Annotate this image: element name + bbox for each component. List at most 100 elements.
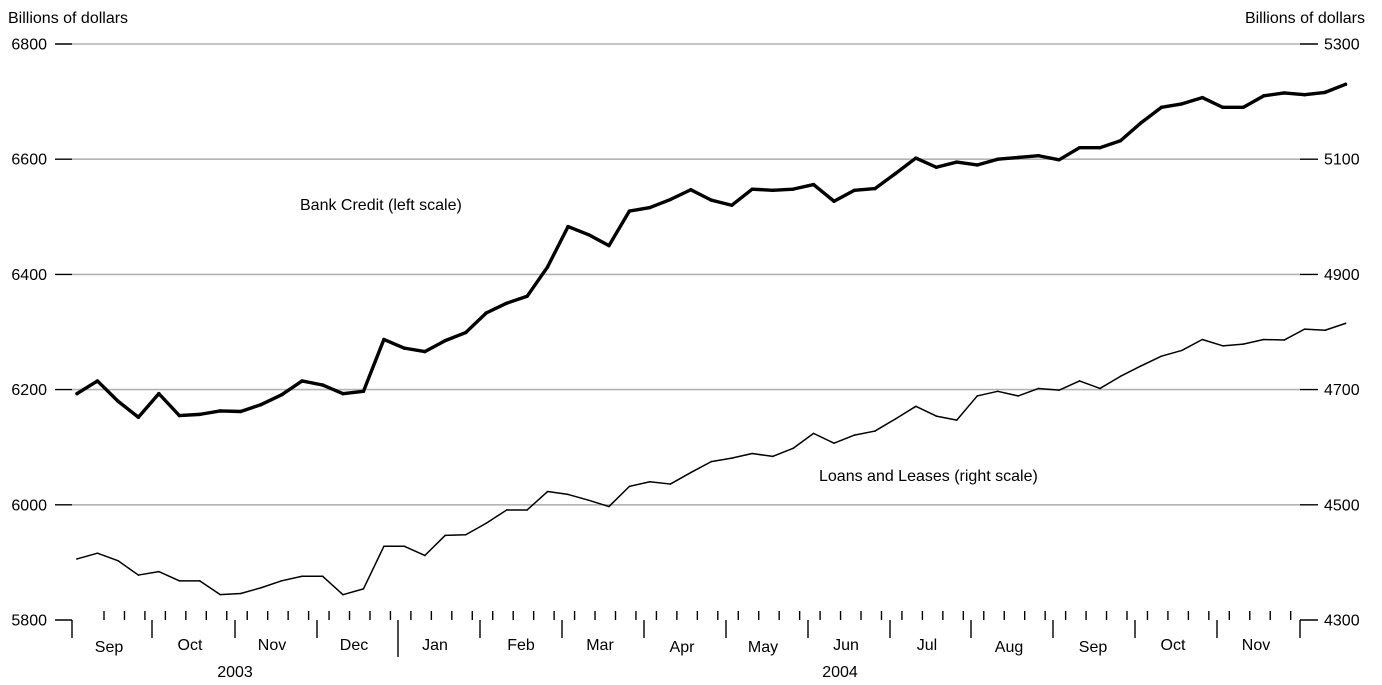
loans-leases-point [996, 390, 999, 393]
loans-leases-point [1201, 338, 1204, 341]
bank-credit-point [627, 209, 632, 213]
loans-leases-point [178, 580, 181, 582]
bank-credit-point [423, 349, 427, 354]
left-axis: 5800 6000 6200 6400 6600 6800 [11, 37, 72, 630]
bank-credit-point [218, 409, 222, 413]
bank-credit-point [607, 243, 611, 248]
loans-leases-point [976, 395, 979, 397]
bank-credit-point [1098, 145, 1102, 150]
bank-credit-point [320, 383, 325, 387]
loans-leases-point [239, 592, 242, 595]
loans-leases-point [219, 593, 222, 596]
bank-credit-point [811, 182, 816, 187]
series-line-loans-leases [76, 322, 1347, 596]
loans-leases-point [894, 418, 897, 420]
loans-leases-point [1303, 328, 1306, 330]
loans-leases-point [874, 430, 876, 432]
loans-leases-point [1283, 339, 1285, 341]
bank-credit-point [1077, 145, 1082, 150]
loans-leases-point [301, 575, 303, 578]
loans-leases-point [730, 457, 733, 459]
bank-credit-point [1118, 139, 1123, 143]
loans-leases-point [424, 554, 426, 557]
loans-leases-point [853, 434, 856, 436]
bank-credit-point [177, 413, 181, 418]
bank-credit-point [1302, 92, 1307, 97]
right-tick-label: 5100 [1324, 152, 1360, 169]
bank-credit-point [668, 197, 673, 202]
bank-credit-point [504, 301, 509, 305]
loans-leases-point [751, 452, 753, 455]
bank-credit-point [832, 199, 836, 203]
bank-credit-point [136, 415, 141, 419]
right-tick-label: 5300 [1324, 37, 1360, 54]
bank-credit-point [1180, 102, 1184, 106]
bank-credit-point [1282, 91, 1286, 95]
month-label: Apr [670, 639, 696, 656]
loans-leases-point [1058, 389, 1060, 391]
left-tick-label: 6200 [11, 382, 47, 399]
month-label: Sep [95, 639, 124, 656]
loans-leases-point [383, 545, 385, 548]
loans-leases-point [1242, 343, 1245, 345]
bank-credit-point [545, 265, 550, 269]
loans-leases-point [444, 534, 447, 537]
bank-credit-point [1221, 105, 1225, 110]
bank-credit-point [382, 337, 386, 342]
bank-credit-point [464, 330, 468, 335]
bank-credit-point [1261, 94, 1266, 98]
month-label: Oct [1161, 637, 1186, 654]
loans-leases-point [158, 570, 160, 573]
loans-leases-point [587, 499, 590, 501]
loans-leases-point [669, 483, 672, 485]
bank-credit-point [300, 379, 304, 383]
bank-credit-point [1200, 95, 1205, 100]
loans-leases-point [546, 490, 549, 493]
loans-leases-point [321, 575, 324, 578]
loans-leases-point [96, 552, 99, 554]
loans-leases-point [812, 432, 815, 435]
bank-credit-point [996, 157, 1000, 161]
month-label: Dec [340, 637, 368, 654]
bank-credit-point [770, 188, 775, 192]
bank-credit-point [709, 198, 713, 202]
bank-credit-point [750, 187, 754, 191]
bank-credit-point [1057, 158, 1061, 162]
loans-leases-point [526, 509, 528, 511]
loans-leases-point [771, 455, 774, 458]
month-label: Sep [1079, 639, 1108, 656]
right-tick-label: 4900 [1324, 267, 1360, 284]
loans-leases-point [792, 447, 794, 450]
bank-credit-point [95, 379, 100, 383]
bank-credit-point [955, 160, 959, 164]
bank-credit-point [1036, 154, 1041, 158]
loans-leases-point [403, 545, 406, 548]
loans-leases-point [1119, 375, 1122, 378]
loans-leases-point [1099, 387, 1101, 390]
right-tick-label: 4500 [1324, 497, 1360, 514]
loans-leases-point [1221, 345, 1224, 347]
loans-leases-point [935, 415, 938, 417]
bank-credit-point [730, 203, 734, 207]
bank-credit-point [157, 391, 161, 396]
bank-credit-point [1323, 90, 1327, 95]
loans-leases-point [628, 485, 631, 488]
loans-leases-point [198, 580, 201, 582]
bank-credit-point [361, 389, 366, 394]
bank-credit-point [914, 156, 918, 160]
bank-credit-point [975, 163, 979, 167]
loans-leases-point [505, 509, 508, 511]
loans-leases-point [1017, 395, 1019, 397]
left-tick-label: 6800 [11, 37, 47, 54]
bank-credit-point [1016, 155, 1020, 160]
bank-credit-point [566, 224, 570, 229]
bank-credit-point [402, 346, 407, 350]
series-label-bank-credit: Bank Credit (left scale) [300, 197, 462, 214]
month-label: Nov [258, 637, 286, 654]
series-label-loans-leases: Loans and Leases (right scale) [819, 468, 1038, 485]
loans-leases-point [485, 522, 488, 525]
right-tick-label: 4700 [1324, 382, 1360, 399]
month-label: Jul [917, 637, 937, 654]
bank-credit-point [791, 187, 795, 191]
bank-credit-point [198, 412, 202, 417]
